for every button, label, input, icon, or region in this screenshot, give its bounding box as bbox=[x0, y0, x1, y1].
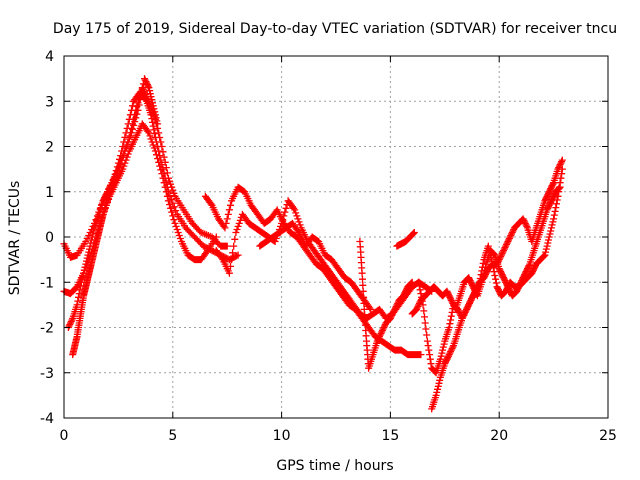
series-markers bbox=[69, 75, 162, 359]
x-tick-label: 20 bbox=[490, 428, 508, 444]
y-tick-label: 1 bbox=[45, 185, 54, 201]
series-11 bbox=[408, 183, 564, 318]
x-tick-label: 15 bbox=[381, 428, 399, 444]
y-tick-label: 2 bbox=[45, 140, 54, 156]
series-7 bbox=[356, 238, 416, 372]
series-markers bbox=[201, 183, 425, 359]
x-tick-label: 10 bbox=[273, 428, 291, 444]
series-4 bbox=[201, 183, 425, 359]
x-tick-label: 25 bbox=[599, 428, 617, 444]
series-3 bbox=[69, 75, 162, 359]
series-0 bbox=[60, 84, 231, 261]
series-5 bbox=[212, 197, 436, 322]
x-axis-ticks: 0 5 10 15 20 25 bbox=[60, 56, 617, 444]
series-markers bbox=[356, 238, 416, 372]
y-axis-ticks: -4 -3 -2 -1 0 1 2 3 4 bbox=[40, 49, 608, 427]
series-markers bbox=[408, 183, 564, 318]
y-tick-label: 3 bbox=[45, 94, 54, 110]
y-tick-label: -2 bbox=[40, 321, 54, 337]
y-tick-label: 4 bbox=[45, 49, 54, 65]
chart-title: Day 175 of 2019, Sidereal Day-to-day VTE… bbox=[53, 21, 617, 37]
series-markers bbox=[256, 219, 375, 313]
y-tick-label: -3 bbox=[40, 366, 54, 382]
series-6 bbox=[256, 219, 375, 313]
series-markers bbox=[60, 84, 231, 261]
y-tick-label: 0 bbox=[45, 230, 54, 246]
series-markers bbox=[393, 229, 418, 250]
x-tick-label: 0 bbox=[60, 428, 69, 444]
y-axis-label: SDTVAR / TECUs bbox=[7, 181, 23, 296]
y-tick-label: -1 bbox=[40, 275, 54, 291]
data-points bbox=[60, 75, 566, 413]
y-tick-label: -4 bbox=[40, 411, 54, 427]
series-markers bbox=[212, 197, 436, 322]
x-axis-label: GPS time / hours bbox=[276, 458, 393, 474]
grid-lines bbox=[64, 56, 608, 418]
series-8 bbox=[393, 229, 418, 250]
x-tick-label: 5 bbox=[168, 428, 177, 444]
